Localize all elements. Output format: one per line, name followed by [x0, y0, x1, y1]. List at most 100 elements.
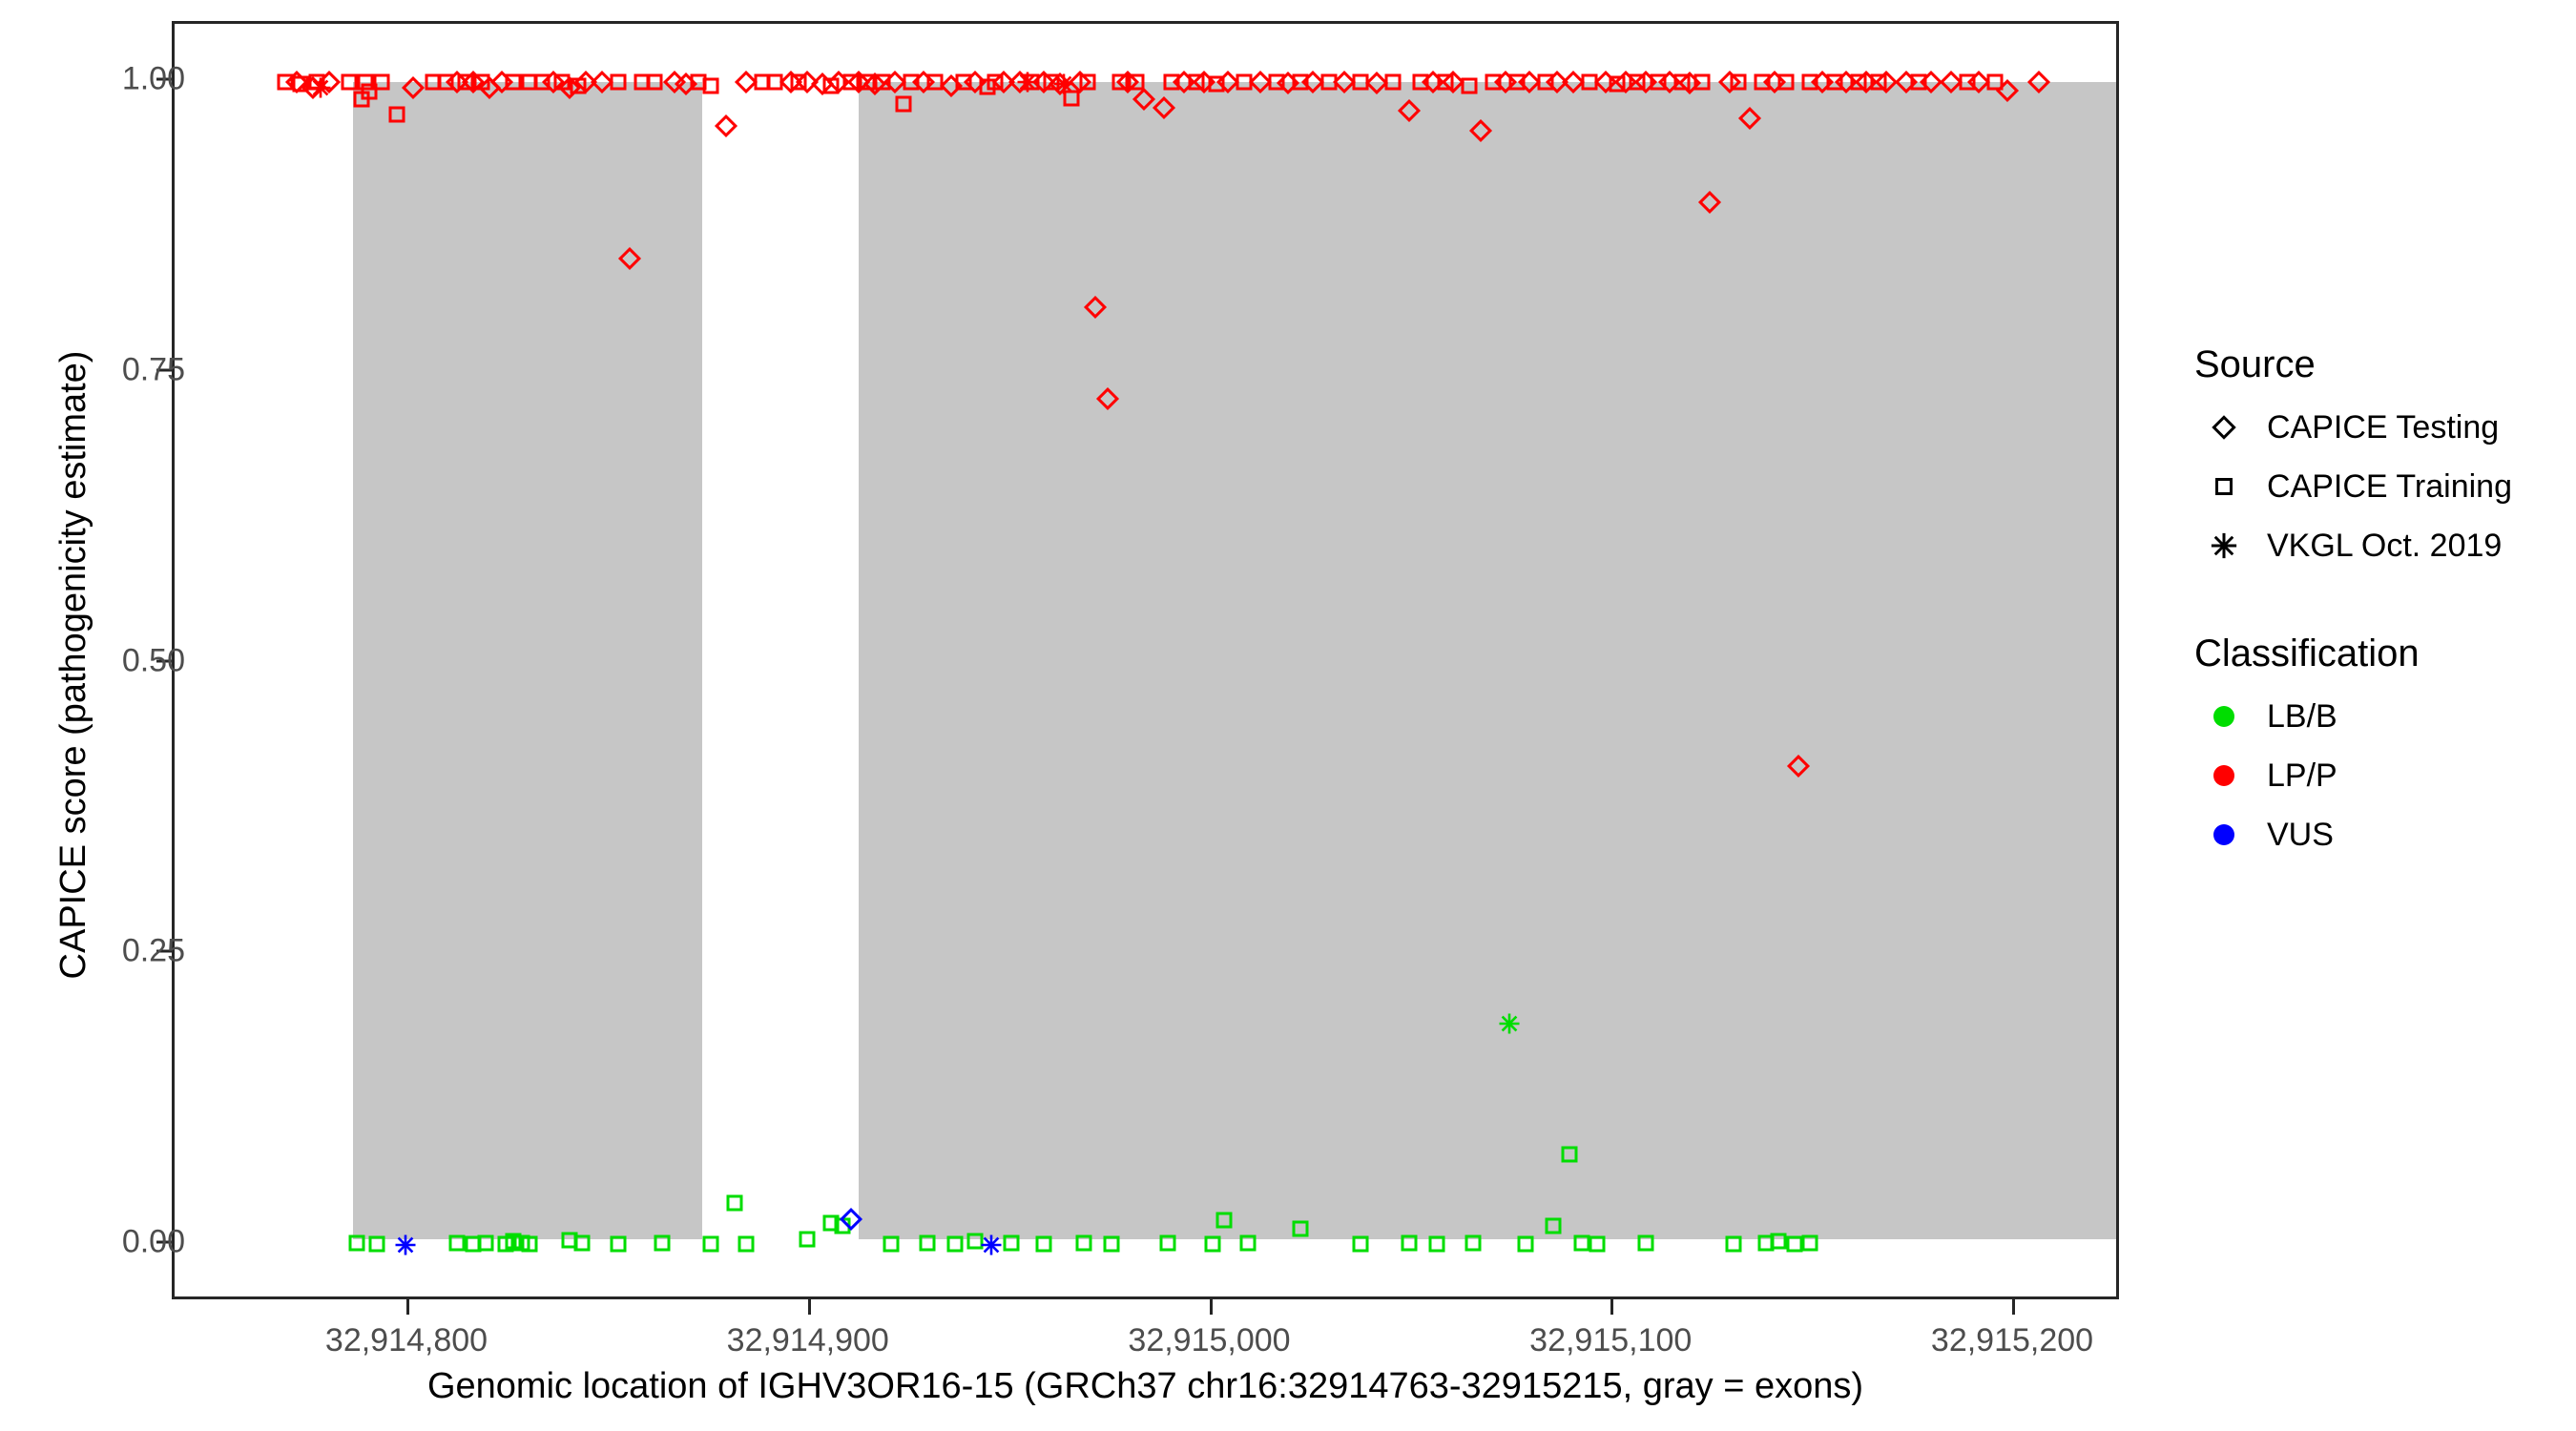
- data-point: [790, 73, 807, 91]
- marker-diamond: [301, 76, 325, 100]
- data-point: [834, 1217, 851, 1234]
- data-point: [735, 70, 758, 94]
- legend-item-label: VKGL Oct. 2019: [2267, 527, 2503, 564]
- marker-square: [292, 75, 309, 93]
- x-tick-label: 32,915,100: [1529, 1322, 1693, 1358]
- legend-item-label: LP/P: [2267, 757, 2337, 794]
- y-tick-mark: [156, 77, 172, 81]
- data-point: [822, 1214, 840, 1232]
- data-point: [811, 73, 835, 96]
- data-point: [317, 70, 341, 94]
- marker-diamond: [779, 70, 802, 94]
- x-tick-mark: [807, 1299, 811, 1315]
- legend-dot-icon: [2194, 805, 2254, 864]
- y-tick-label: 0.75: [121, 351, 185, 388]
- y-tick-mark: [156, 949, 172, 953]
- legend-item-vkgl-oct-2019[interactable]: VKGL Oct. 2019: [2194, 516, 2576, 575]
- marker-diamond: [827, 70, 851, 94]
- legend-item-label: CAPICE Training: [2267, 467, 2512, 505]
- legend-item-vus[interactable]: VUS: [2194, 805, 2576, 864]
- marker-square: [834, 1217, 851, 1234]
- data-point: [779, 70, 802, 94]
- data-point: [839, 1208, 862, 1232]
- plot-panel: [172, 21, 2119, 1299]
- data-point: [715, 114, 738, 138]
- marker-diamond: [715, 114, 738, 138]
- legend-item-label: LB/B: [2267, 697, 2337, 735]
- marker-square: [822, 77, 840, 94]
- data-point: [795, 70, 819, 94]
- marker-square: [702, 1235, 719, 1253]
- legend-asterisk-icon: [2194, 516, 2254, 575]
- exon-region: [859, 82, 2116, 1239]
- x-tick-mark: [1610, 1299, 1614, 1315]
- data-point: [827, 70, 851, 94]
- x-tick-mark: [406, 1299, 409, 1315]
- x-tick-label: 32,915,200: [1930, 1322, 2094, 1358]
- marker-square: [766, 73, 783, 91]
- marker-asterisk: [309, 76, 332, 99]
- marker-diamond: [317, 70, 341, 94]
- legend-title: Source: [2194, 343, 2316, 385]
- x-axis-title: Genomic location of IGHV3OR16-15 (GRCh37…: [426, 1366, 1864, 1406]
- marker-diamond: [811, 73, 835, 96]
- marker-square: [790, 73, 807, 91]
- marker-diamond: [735, 70, 758, 94]
- legend-square-icon: [2194, 457, 2254, 516]
- marker-square: [822, 1214, 840, 1232]
- legend-title: Classification: [2194, 633, 2420, 674]
- x-tick-label: 32,915,000: [1128, 1322, 1291, 1358]
- y-tick-label: 0.25: [121, 932, 185, 969]
- marker-square: [754, 73, 771, 91]
- marker-diamond: [795, 70, 819, 94]
- data-point: [277, 73, 294, 91]
- data-point: [754, 73, 771, 91]
- data-point: [292, 75, 309, 93]
- data-point: [309, 76, 332, 99]
- x-tick-mark: [1209, 1299, 1213, 1315]
- legend-item-label: VUS: [2267, 816, 2334, 853]
- legend-container: Source CAPICE Testing CAPICE Training VKGL …: [2194, 343, 2576, 922]
- legend-item-lb-b[interactable]: LB/B: [2194, 687, 2576, 746]
- legend-item-lp-p[interactable]: LP/P: [2194, 746, 2576, 805]
- marker-square: [726, 1194, 743, 1212]
- data-point: [301, 76, 325, 100]
- marker-square: [702, 77, 719, 94]
- y-tick-label: 0.50: [121, 642, 185, 678]
- legend-item-capice-training[interactable]: CAPICE Training: [2194, 457, 2576, 516]
- data-point: [702, 77, 719, 94]
- marker-square: [799, 1231, 816, 1248]
- legend-diamond-icon: [2194, 398, 2254, 457]
- data-point: [726, 1194, 743, 1212]
- y-tick-label: 0.00: [121, 1223, 185, 1260]
- x-tick-label: 32,914,800: [324, 1322, 488, 1358]
- y-tick-label: 1.00: [121, 60, 185, 97]
- x-tick-mark: [2012, 1299, 2015, 1315]
- data-point: [766, 73, 783, 91]
- legend-source: Source CAPICE Testing CAPICE Training VKGL …: [2194, 343, 2576, 575]
- data-point: [308, 73, 325, 91]
- y-tick-mark: [156, 368, 172, 372]
- legend-dot-icon: [2194, 746, 2254, 805]
- marker-square: [277, 73, 294, 91]
- marker-square: [842, 73, 860, 91]
- x-tick-label: 32,914,900: [726, 1322, 889, 1358]
- legend-item-capice-testing[interactable]: CAPICE Testing: [2194, 398, 2576, 457]
- data-point: [737, 1235, 755, 1253]
- y-axis-title: CAPICE score (pathogenicity estimate): [53, 350, 93, 980]
- y-tick-mark: [156, 659, 172, 662]
- legend-item-label: CAPICE Testing: [2267, 408, 2500, 446]
- legend-dot-icon: [2194, 687, 2254, 746]
- data-point: [842, 73, 860, 91]
- marker-square: [737, 1235, 755, 1253]
- data-point: [822, 77, 840, 94]
- marker-square: [308, 73, 325, 91]
- plot-area: [175, 24, 2116, 1296]
- exon-region: [353, 82, 703, 1239]
- y-tick-mark: [156, 1240, 172, 1244]
- data-point: [285, 70, 309, 94]
- marker-diamond: [285, 70, 309, 94]
- data-point: [702, 1235, 719, 1253]
- legend-classification: Classification LB/B LP/P VUS: [2194, 633, 2576, 864]
